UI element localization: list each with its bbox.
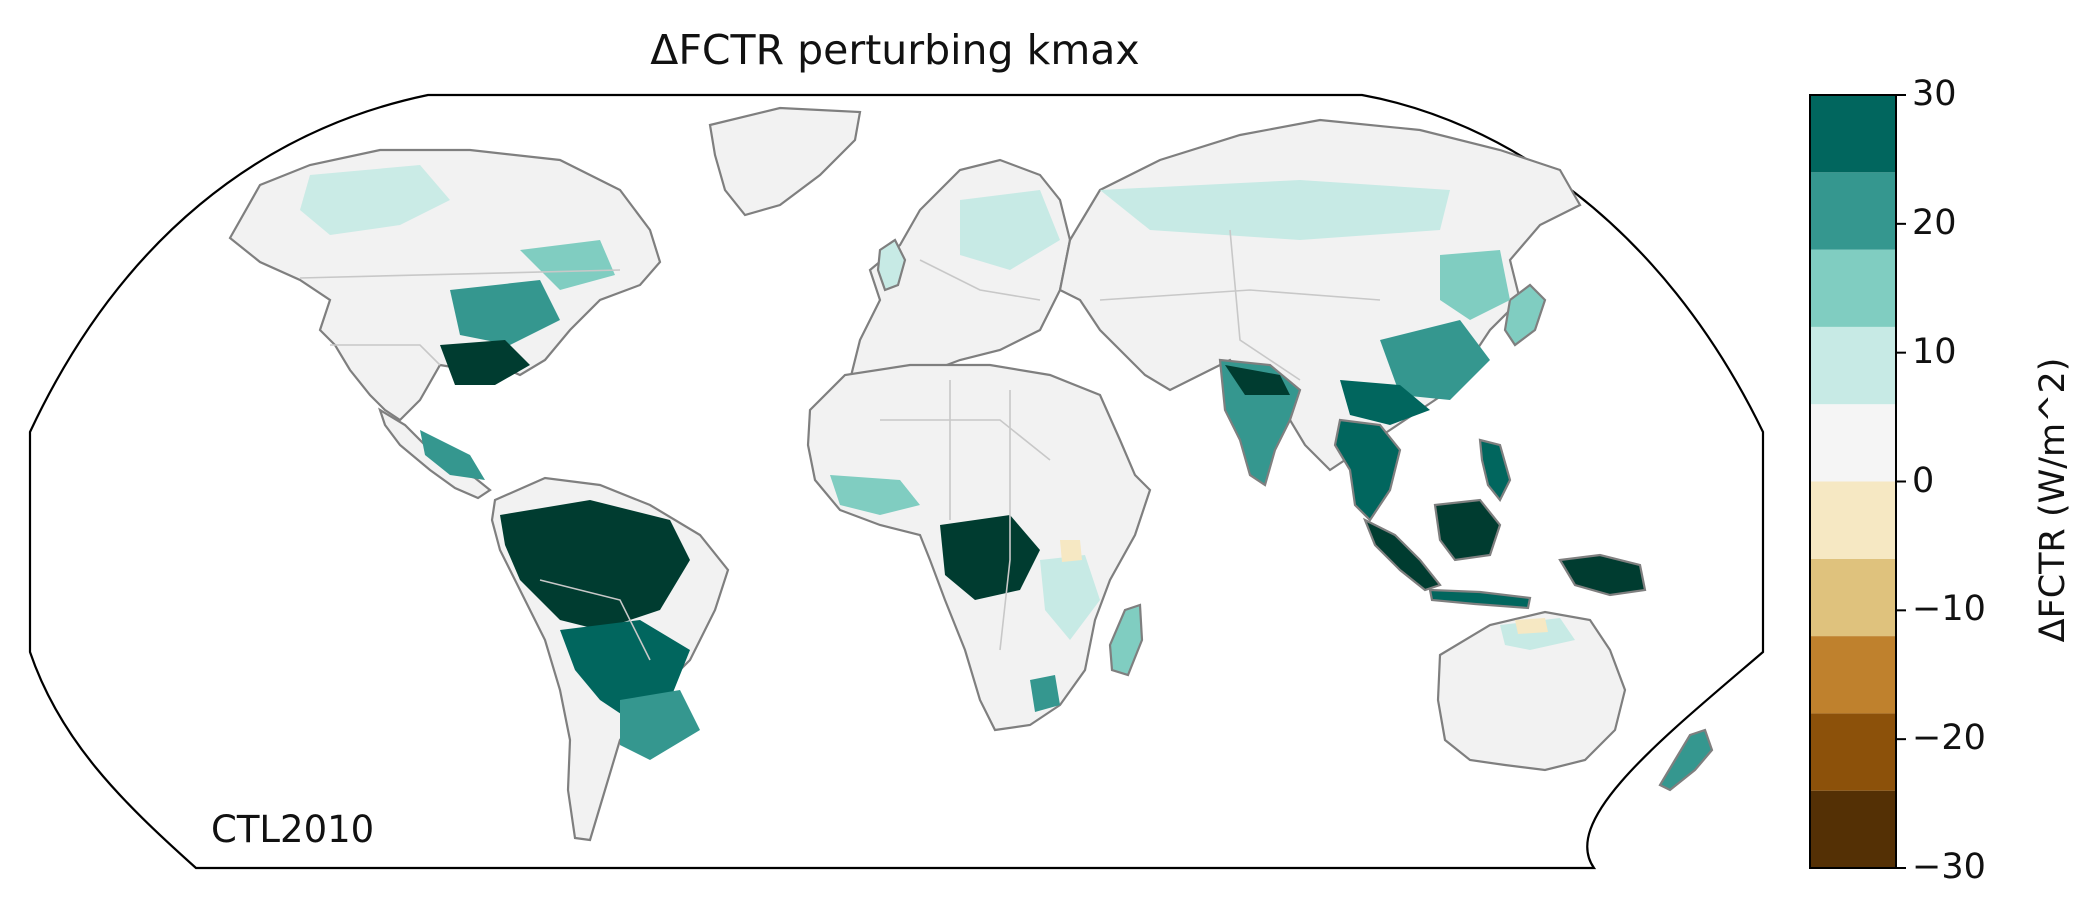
colorbar-swatch — [1810, 326, 1896, 405]
patch-southeast-brazil — [620, 690, 700, 760]
patch-east-china — [1380, 320, 1490, 400]
patch-east-africa — [1040, 555, 1100, 640]
colorbar-tick-label: 0 — [1912, 460, 1935, 501]
run-label: CTL2010 — [211, 808, 375, 851]
patch-congo — [940, 515, 1040, 600]
colorbar-swatch — [1810, 95, 1896, 173]
colorbar-tick-label: 10 — [1912, 331, 1957, 372]
patch-siberia — [1100, 180, 1450, 240]
colorbar-tick-label: 30 — [1912, 74, 1957, 114]
colorbar-swatch — [1810, 636, 1896, 714]
colorbar-tick-label: 20 — [1912, 202, 1957, 243]
map-title: ΔFCTR perturbing kmax — [650, 26, 1140, 74]
patch-himalaya-front — [1225, 365, 1290, 395]
madagascar-landmass — [1108, 603, 1144, 677]
patch-southeast-africa — [1030, 675, 1060, 712]
indochina-landmass — [1333, 418, 1402, 522]
philippines-landmass — [1478, 438, 1512, 503]
new-guinea-landmass — [1558, 553, 1647, 597]
australia-landmass — [1436, 610, 1627, 772]
java-landmass — [1428, 588, 1532, 610]
patch-central-america — [420, 430, 485, 480]
colorbar-swatch — [1810, 790, 1896, 868]
patch-na-plains — [520, 240, 615, 290]
sumatra-landmass — [1362, 517, 1442, 592]
response-patches — [300, 165, 1575, 760]
colorbar-tick-label: −30 — [1912, 847, 1986, 887]
colorbar — [1809, 94, 1906, 869]
colorbar-label: ΔFCTR (W/m^2) — [2033, 357, 2073, 643]
colorbar-swatch — [1810, 713, 1896, 791]
patch-south-china — [1340, 380, 1430, 425]
britain-landmass — [876, 238, 907, 292]
new-zealand-landmass — [1658, 728, 1714, 792]
colorbar-swatch — [1810, 481, 1896, 559]
colorbar-swatch — [1810, 172, 1896, 250]
colorbar-tick-label: −10 — [1912, 589, 1986, 630]
patch-west-africa — [830, 475, 920, 515]
border-us-mexico — [330, 344, 441, 366]
border-asia-2 — [1229, 229, 1301, 381]
border-europe-1 — [919, 259, 1041, 301]
patch-europe — [960, 190, 1060, 270]
patch-na-southeast — [440, 340, 530, 385]
japan-landmass — [1503, 283, 1547, 347]
border-asia-1 — [1099, 289, 1381, 301]
greenland-landmass — [708, 106, 862, 217]
patch-na-east — [450, 280, 560, 345]
patch-na-boreal — [300, 165, 450, 235]
patch-northeast-asia — [1440, 250, 1510, 320]
border-us-canada — [299, 269, 621, 279]
borneo-landmass — [1433, 498, 1502, 562]
border-sa-1 — [539, 579, 651, 661]
patch-amazon-core — [500, 500, 690, 630]
patch-australia-dry — [1515, 618, 1548, 634]
patch-east-africa-dry — [1060, 540, 1082, 562]
border-africa-3 — [999, 390, 1011, 651]
colorbar-tick-label: −20 — [1912, 718, 1986, 759]
colorbar-swatch — [1810, 558, 1896, 637]
border-africa-1 — [880, 419, 1051, 461]
country-borders — [299, 229, 1381, 661]
colorbar-swatch — [1810, 404, 1896, 482]
colorbar-swatch — [1810, 249, 1896, 327]
